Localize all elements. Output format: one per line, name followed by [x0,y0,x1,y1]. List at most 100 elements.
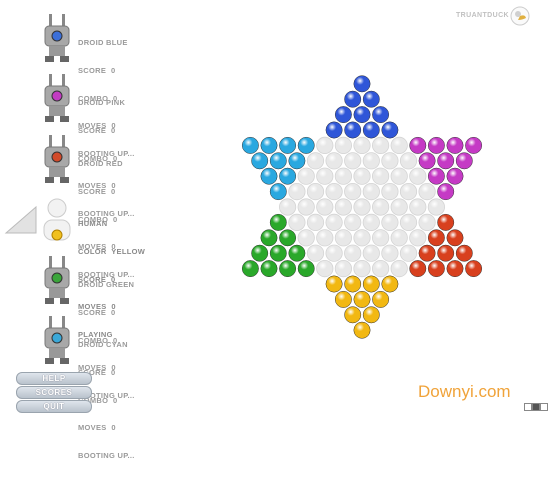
yellow-marble[interactable] [381,275,399,293]
empty-hole[interactable] [325,152,343,170]
yellow-marble[interactable] [362,275,380,293]
green-marble[interactable] [279,229,297,247]
cyan-marble[interactable] [288,152,306,170]
green-marble[interactable] [269,213,287,231]
empty-hole[interactable] [409,229,427,247]
red-marble[interactable] [409,260,427,278]
yellow-marble[interactable] [344,306,362,324]
blue-marble[interactable] [344,121,362,139]
empty-hole[interactable] [316,229,334,247]
red-marble[interactable] [446,229,464,247]
cyan-marble[interactable] [251,152,269,170]
empty-hole[interactable] [353,136,371,154]
blue-marble[interactable] [353,106,371,124]
empty-hole[interactable] [325,244,343,262]
empty-hole[interactable] [353,198,371,216]
blue-marble[interactable] [334,106,352,124]
magenta-marble[interactable] [446,167,464,185]
empty-hole[interactable] [325,213,343,231]
empty-hole[interactable] [381,152,399,170]
empty-hole[interactable] [409,198,427,216]
empty-hole[interactable] [344,183,362,201]
empty-hole[interactable] [390,198,408,216]
empty-hole[interactable] [399,152,418,170]
blue-marble[interactable] [344,90,362,108]
empty-hole[interactable] [353,259,371,278]
red-marble[interactable] [455,244,473,262]
empty-hole[interactable] [390,259,408,278]
yellow-marble[interactable] [372,290,390,308]
red-marble[interactable] [437,213,455,231]
empty-hole[interactable] [306,183,325,201]
empty-hole[interactable] [334,259,352,278]
cyan-marble[interactable] [260,167,278,185]
empty-hole[interactable] [297,229,315,247]
empty-hole[interactable] [371,198,390,216]
empty-hole[interactable] [409,167,427,185]
yellow-marble[interactable] [344,275,362,293]
empty-hole[interactable] [353,167,371,185]
window-control-icon[interactable] [532,403,540,411]
green-marble[interactable] [241,260,259,278]
red-marble[interactable] [418,244,436,262]
green-marble[interactable] [288,244,306,262]
magenta-marble[interactable] [409,136,427,154]
red-marble[interactable] [427,260,445,278]
empty-hole[interactable] [399,183,418,201]
red-marble[interactable] [427,229,445,247]
empty-hole[interactable] [316,198,334,216]
empty-hole[interactable] [418,183,436,201]
blue-marble[interactable] [353,75,371,93]
blue-marble[interactable] [325,121,343,139]
quit-button[interactable]: QUIT [16,400,92,413]
yellow-marble[interactable] [353,321,371,339]
red-marble[interactable] [446,260,464,278]
magenta-marble[interactable] [437,152,455,170]
magenta-marble[interactable] [427,167,445,185]
empty-hole[interactable] [399,213,418,231]
cyan-marble[interactable] [269,152,287,170]
empty-hole[interactable] [297,167,315,185]
empty-hole[interactable] [325,183,343,201]
yellow-marble[interactable] [325,275,343,293]
green-marble[interactable] [297,260,315,278]
empty-hole[interactable] [316,259,334,278]
empty-hole[interactable] [288,183,306,201]
empty-hole[interactable] [362,152,380,170]
empty-hole[interactable] [362,244,380,262]
scores-button[interactable]: SCORES [16,386,92,399]
green-marble[interactable] [260,260,278,278]
empty-hole[interactable] [278,198,297,216]
window-control-icon[interactable] [524,403,532,411]
blue-marble[interactable] [362,90,380,108]
yellow-marble[interactable] [362,306,380,324]
empty-hole[interactable] [306,213,325,231]
magenta-marble[interactable] [455,152,473,170]
green-marble[interactable] [251,244,269,262]
cyan-marble[interactable] [241,136,259,154]
empty-hole[interactable] [316,136,334,154]
empty-hole[interactable] [418,213,436,231]
empty-hole[interactable] [362,213,380,231]
empty-hole[interactable] [306,152,325,170]
red-marble[interactable] [465,260,483,278]
empty-hole[interactable] [371,259,390,278]
empty-hole[interactable] [381,244,399,262]
help-button[interactable]: HELP [16,372,92,385]
empty-hole[interactable] [371,136,390,154]
empty-hole[interactable] [362,183,380,201]
empty-hole[interactable] [306,244,325,262]
empty-hole[interactable] [399,244,418,262]
cyan-marble[interactable] [269,183,287,201]
green-marble[interactable] [279,260,297,278]
cyan-marble[interactable] [279,167,297,185]
cyan-marble[interactable] [297,136,315,154]
empty-hole[interactable] [353,229,371,247]
empty-hole[interactable] [316,167,334,185]
blue-marble[interactable] [362,121,380,139]
magenta-marble[interactable] [465,136,483,154]
empty-hole[interactable] [334,229,352,247]
blue-marble[interactable] [372,106,390,124]
empty-hole[interactable] [344,213,362,231]
green-marble[interactable] [260,229,278,247]
